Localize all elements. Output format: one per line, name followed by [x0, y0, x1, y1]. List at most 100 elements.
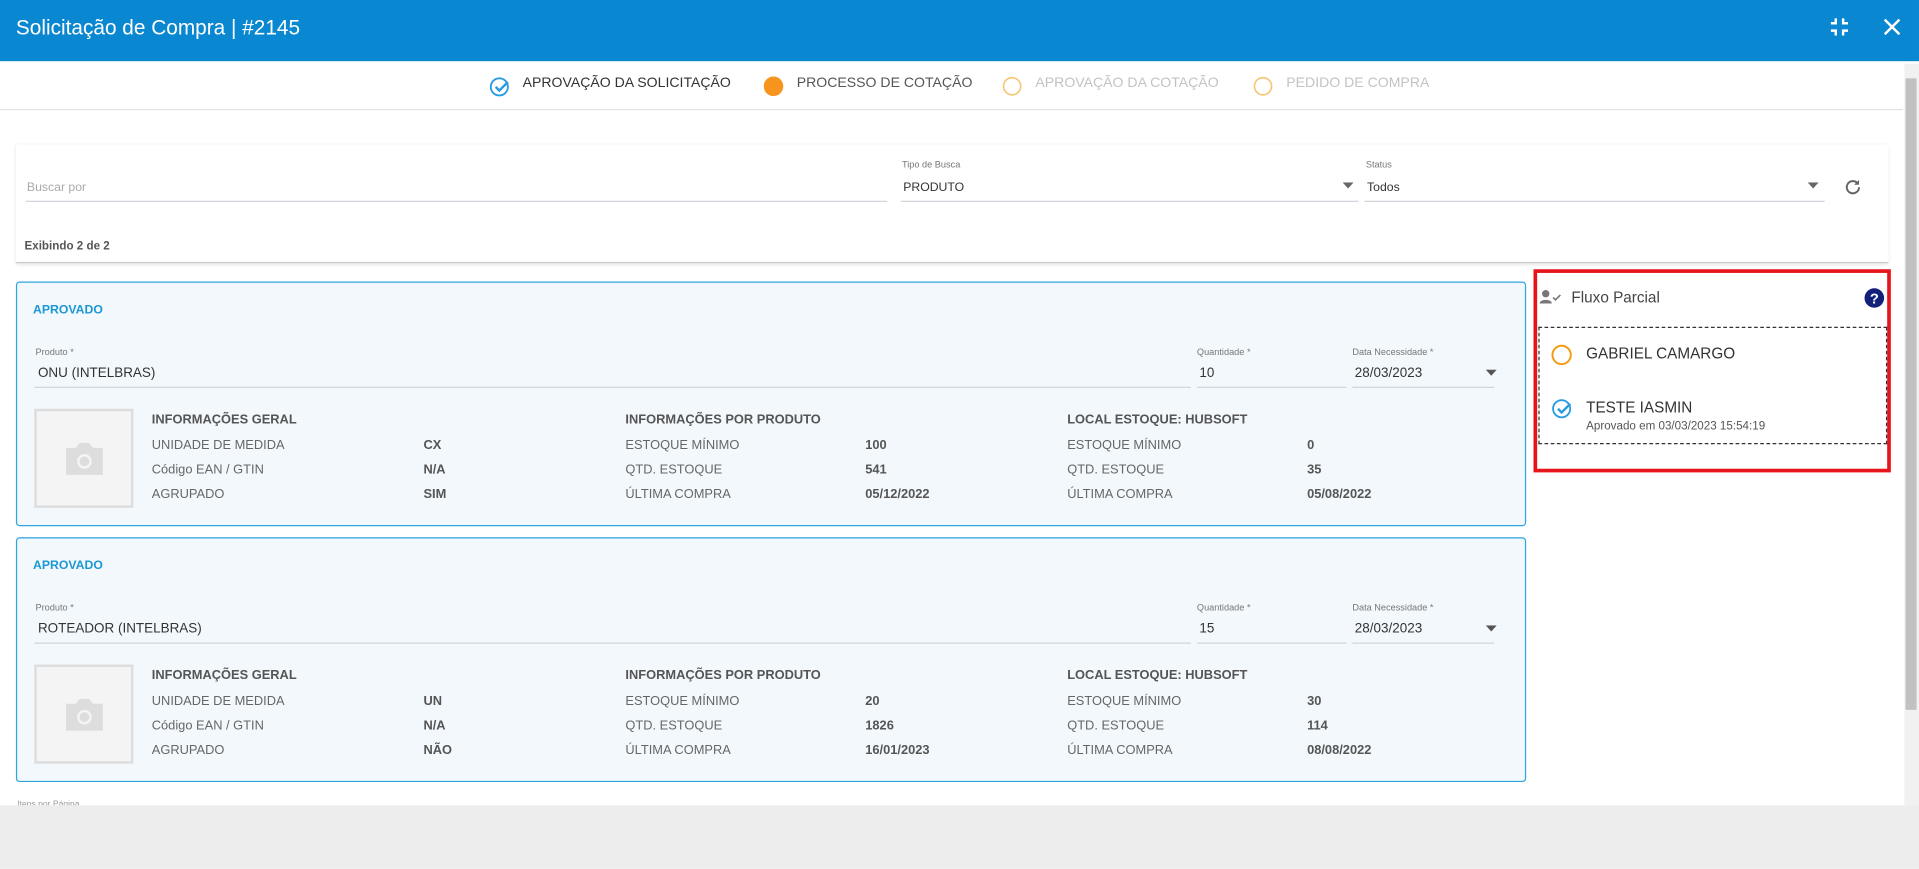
section-title: INFORMAÇÕES POR PRODUTO [625, 412, 821, 428]
info-value: 05/08/2022 [1307, 487, 1372, 502]
info-label: ÚLTIMA COMPRA [625, 487, 731, 502]
info-label: ESTOQUE MÍNIMO [1067, 438, 1182, 453]
info-value: 05/12/2022 [865, 487, 930, 502]
field-label: Status [1365, 159, 1392, 171]
input-underline [1364, 200, 1825, 202]
item-status: APROVADO [33, 559, 103, 573]
quantity-field: 15 [1199, 621, 1215, 637]
product-field: ONU (INTELBRAS) [37, 365, 156, 381]
field-label: Quantidade * [1196, 602, 1251, 614]
search-input[interactable]: Buscar por [26, 181, 87, 195]
info-value: N/A [423, 462, 446, 478]
input-underline [1196, 386, 1347, 388]
info-label: ESTOQUE MÍNIMO [1067, 693, 1182, 709]
info-label: QTD. ESTOQUE [625, 718, 723, 734]
info-value: 20 [865, 693, 880, 709]
info-label: ÚLTIMA COMPRA [1067, 487, 1173, 502]
image-placeholder [34, 408, 134, 508]
info-value: 0 [1307, 438, 1315, 453]
info-label: Código EAN / GTIN [151, 462, 264, 478]
divider [0, 108, 1904, 111]
field-label: Tipo de Busca [901, 159, 961, 171]
flow-icon [1539, 290, 1561, 304]
info-value: 541 [865, 462, 887, 478]
approver-done-icon [1552, 399, 1572, 419]
help-button[interactable]: ? [1864, 288, 1886, 310]
step-label[interactable]: PEDIDO DE COMPRA [1286, 75, 1430, 91]
info-label: QTD. ESTOQUE [1067, 462, 1165, 478]
section-title: LOCAL ESTOQUE: HUBSOFT [1067, 668, 1248, 683]
field-label: Produto * [35, 602, 74, 614]
approver-pending-icon [1551, 344, 1572, 366]
field-label: Quantidade * [1196, 346, 1251, 358]
collapse-button[interactable] [1830, 17, 1850, 37]
scroll-thumb[interactable] [1905, 78, 1917, 710]
section-title: LOCAL ESTOQUE: HUBSOFT [1067, 412, 1248, 428]
input-underline [1352, 386, 1495, 388]
approver-list [1538, 326, 1888, 445]
info-value: 1826 [865, 718, 894, 734]
info-label: QTD. ESTOQUE [625, 462, 723, 478]
header-title: Solicitação de Compra | #2145 [15, 15, 301, 40]
input-underline [34, 386, 1191, 388]
step-icon-done [489, 77, 509, 97]
item-card: APROVADO Produto * ROTEADOR (INTELBRAS) Qua… [15, 537, 1527, 783]
info-label: QTD. ESTOQUE [1067, 718, 1165, 734]
camera-icon [66, 698, 103, 731]
svg-text:?: ? [1870, 292, 1879, 308]
info-label: ESTOQUE MÍNIMO [625, 438, 740, 453]
quantity-field: 10 [1199, 365, 1215, 381]
approver-name: GABRIEL CAMARGO [1586, 345, 1736, 363]
footer-bar [0, 805, 1919, 869]
info-value: 114 [1307, 718, 1328, 734]
approver-name: TESTE IASMIN [1586, 398, 1693, 417]
refresh-button[interactable] [1843, 177, 1863, 197]
close-button[interactable] [1882, 17, 1902, 37]
section-title: INFORMAÇÕES GERAL [151, 412, 297, 428]
info-value: NÃO [423, 742, 453, 758]
step-label[interactable]: APROVAÇÃO DA COTAÇÃO [1035, 75, 1219, 91]
field-label: Produto * [35, 346, 74, 358]
item-status: APROVADO [33, 303, 103, 317]
info-label: ÚLTIMA COMPRA [625, 742, 731, 758]
date-field: 28/03/2023 [1354, 621, 1423, 637]
date-field: 28/03/2023 [1354, 365, 1423, 381]
product-field: ROTEADOR (INTELBRAS) [37, 621, 202, 637]
step-icon-current [763, 76, 784, 97]
step-icon-pending [1002, 76, 1022, 96]
section-title: INFORMAÇÕES GERAL [151, 668, 297, 683]
item-card: APROVADO Produto * ONU (INTELBRAS) Quantida… [15, 281, 1527, 527]
step-label[interactable]: PROCESSO DE COTAÇÃO [796, 75, 973, 91]
tipo-select[interactable]: PRODUTO [903, 181, 965, 195]
image-placeholder [34, 664, 134, 764]
camera-icon [66, 443, 103, 475]
field-label: Data Necessidade * [1352, 602, 1434, 614]
input-underline [34, 642, 1191, 644]
filter-panel [15, 144, 1889, 264]
info-label: UNIDADE DE MEDIDA [151, 438, 285, 453]
flow-title: Fluxo Parcial [1571, 288, 1660, 306]
info-label: UNIDADE DE MEDIDA [151, 693, 285, 709]
result-count: Exibindo 2 de 2 [24, 239, 110, 254]
input-underline [1352, 642, 1495, 644]
info-value: 16/01/2023 [865, 742, 930, 758]
dropdown-arrow[interactable] [1485, 625, 1498, 632]
input-underline [25, 200, 888, 202]
status-select[interactable]: Todos [1367, 181, 1400, 195]
step-icon-pending [1253, 76, 1273, 96]
info-label: ESTOQUE MÍNIMO [625, 693, 740, 709]
info-value: 35 [1307, 462, 1322, 478]
info-value: 30 [1307, 693, 1322, 709]
info-value: CX [423, 438, 442, 453]
approver-note: Aprovado em 03/03/2023 15:54:19 [1586, 419, 1766, 434]
input-underline [1196, 642, 1347, 644]
field-label: Data Necessidade * [1352, 346, 1434, 358]
step-label[interactable]: APROVAÇÃO DA SOLICITAÇÃO [522, 75, 731, 91]
info-value: 100 [865, 438, 887, 453]
info-value: N/A [423, 718, 446, 734]
highlight-box [1533, 269, 1891, 473]
dropdown-arrow[interactable] [1485, 369, 1498, 377]
info-label: AGRUPADO [151, 742, 225, 758]
dropdown-arrow [1342, 182, 1354, 189]
